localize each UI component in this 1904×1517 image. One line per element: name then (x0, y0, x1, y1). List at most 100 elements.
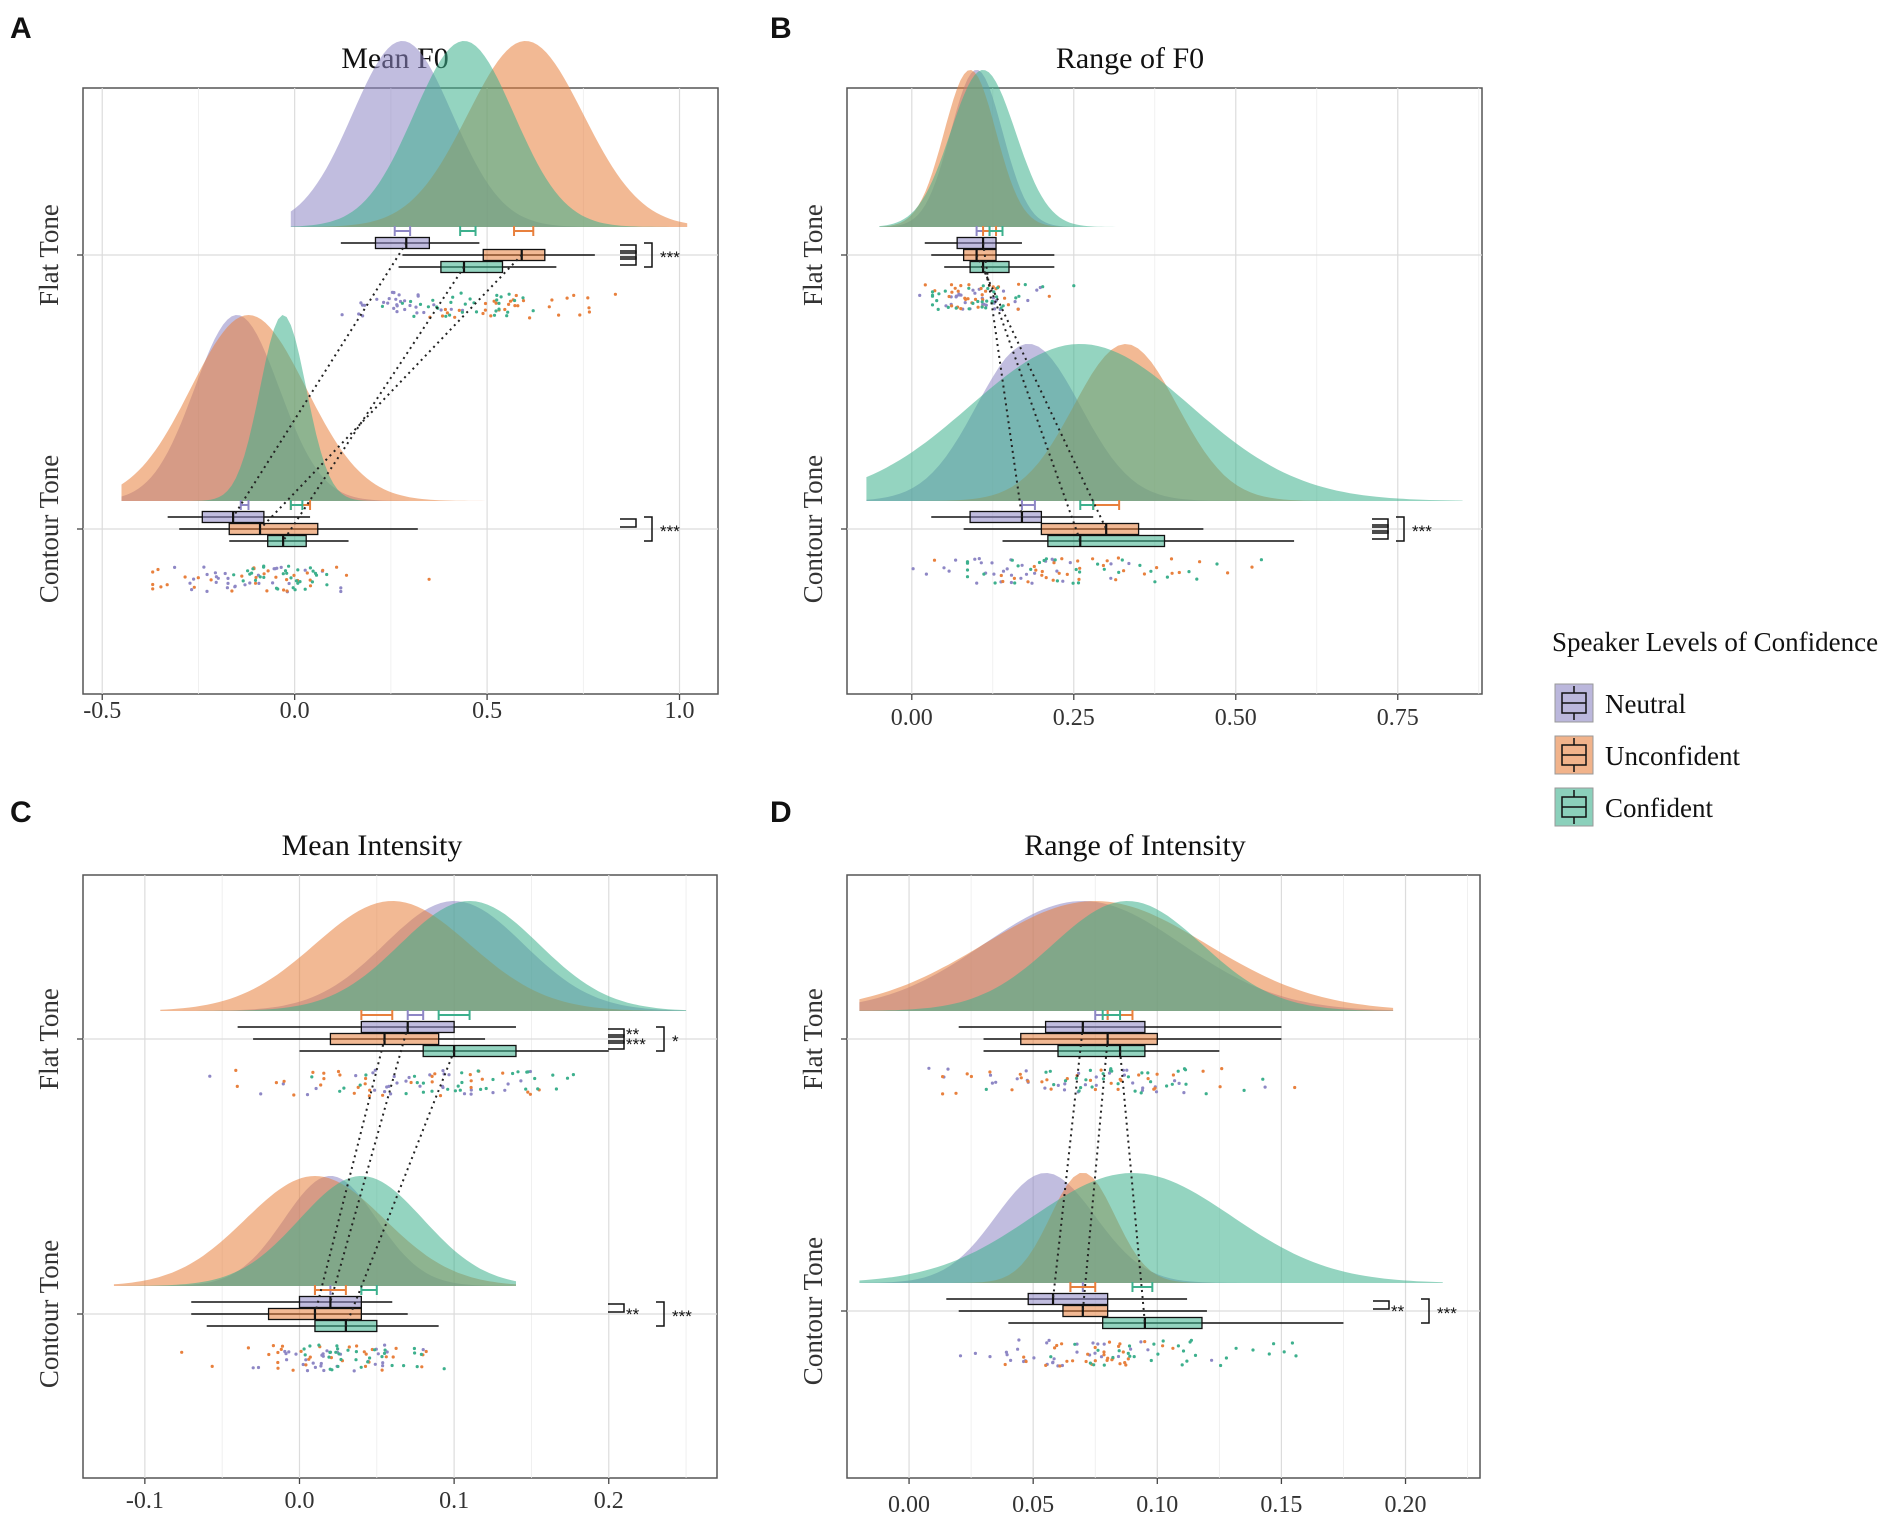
points-unconfident (932, 556, 1254, 584)
data-point (1003, 296, 1007, 300)
data-point (259, 1092, 263, 1096)
data-point (1129, 1347, 1133, 1351)
x-tick-label: 0.50 (1215, 705, 1257, 731)
data-point (319, 1083, 323, 1087)
data-point (980, 300, 984, 304)
data-point (308, 1344, 312, 1348)
data-point (180, 1350, 184, 1354)
data-point (999, 573, 1003, 578)
data-point (1127, 561, 1131, 566)
density-confident (290, 41, 688, 227)
data-point (1091, 1341, 1095, 1345)
data-point (1060, 557, 1064, 561)
data-point (284, 1352, 288, 1356)
data-point (317, 1343, 321, 1347)
ci-bar-unconfident (513, 226, 535, 236)
data-point (1107, 1071, 1112, 1075)
data-point (285, 589, 289, 593)
data-point (503, 307, 507, 312)
data-point (1111, 1355, 1115, 1360)
data-point (313, 1365, 317, 1369)
data-point (497, 301, 501, 305)
data-point (373, 1088, 377, 1092)
data-point (214, 575, 218, 579)
data-point (1263, 1085, 1267, 1089)
data-point (1019, 1076, 1023, 1080)
points-confident (1049, 1338, 1298, 1368)
data-point (1044, 576, 1048, 580)
data-point (334, 1350, 338, 1354)
connector-confident (344, 1050, 456, 1327)
data-point (400, 301, 404, 305)
data-point (291, 586, 295, 590)
y-category-label: Contour Tone (798, 455, 828, 603)
data-point (192, 577, 196, 581)
data-point (230, 589, 234, 593)
density-confident (866, 344, 1463, 501)
data-point (1073, 1342, 1077, 1346)
data-point (240, 574, 244, 578)
data-point (953, 286, 957, 290)
group-1: *** (866, 344, 1463, 585)
y-category-label: Flat Tone (34, 204, 64, 306)
data-point (192, 585, 196, 589)
data-point (1015, 1077, 1019, 1081)
data-point (1003, 1362, 1007, 1367)
data-point (503, 1088, 507, 1092)
data-point (285, 571, 289, 575)
panel-letter: C (10, 796, 32, 829)
data-point (250, 571, 254, 575)
data-point (371, 1071, 375, 1075)
data-point (996, 286, 1000, 290)
data-point (1120, 558, 1124, 562)
points-neutral (251, 1343, 425, 1373)
data-point (967, 307, 971, 311)
data-point (1079, 1086, 1083, 1090)
data-point (969, 1074, 974, 1079)
data-point (1189, 1338, 1193, 1342)
data-point (932, 558, 937, 562)
data-point (1026, 580, 1030, 584)
data-point (383, 1343, 387, 1347)
data-point (481, 311, 485, 316)
data-point (347, 1345, 351, 1349)
data-point (1023, 283, 1027, 287)
data-point (1077, 1089, 1081, 1093)
data-point (232, 573, 236, 577)
data-point (1161, 1344, 1165, 1348)
data-point (282, 1079, 286, 1083)
data-point (428, 1073, 432, 1077)
data-point (165, 583, 169, 587)
data-point (310, 1075, 314, 1079)
data-point (376, 1352, 380, 1356)
data-point (430, 1080, 434, 1084)
data-point (415, 1365, 419, 1369)
data-point (1024, 572, 1029, 576)
data-point (1049, 1355, 1053, 1359)
data-point (1005, 1353, 1009, 1357)
data-point (380, 1355, 384, 1359)
significance-label: * (672, 1032, 679, 1051)
group-0: *** (290, 41, 688, 320)
significance-label: ** (626, 1025, 640, 1044)
data-point (1061, 579, 1065, 583)
data-point (1126, 1357, 1130, 1361)
data-point (246, 569, 250, 573)
data-point (251, 567, 255, 571)
data-point (292, 573, 296, 578)
data-point (1204, 1092, 1208, 1096)
points-unconfident (151, 565, 431, 593)
panel-C: C Mean Intensity -0.1 0.0 0.1 0.2 Flat Tone Con… (10, 796, 718, 1514)
data-point (1040, 569, 1044, 574)
data-point (1138, 563, 1142, 568)
data-point (1146, 1348, 1150, 1352)
data-point (246, 1346, 250, 1350)
data-point (966, 297, 970, 301)
data-point (438, 1094, 443, 1098)
data-point (519, 1079, 523, 1083)
data-point (1127, 1344, 1132, 1348)
data-point (1078, 570, 1082, 574)
data-point (294, 1352, 298, 1356)
data-point (352, 1091, 356, 1095)
connector-neutral (982, 242, 1023, 518)
